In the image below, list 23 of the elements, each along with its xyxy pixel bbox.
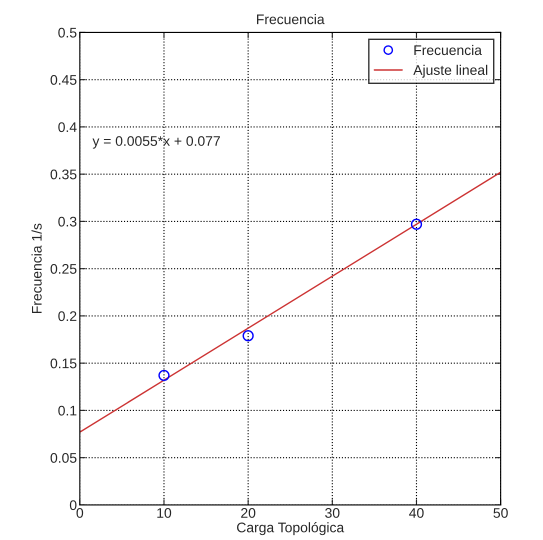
y-tick-label: 0.1 <box>58 406 76 416</box>
y-tick-label: 0.3 <box>58 216 76 227</box>
x-tick-label: 20 <box>241 508 256 518</box>
y-tick-label: 0.2 <box>58 311 76 322</box>
x-axis-title: Carga Topológica <box>237 522 344 536</box>
x-tick-label: 40 <box>409 508 424 518</box>
y-tick-label: 0.5 <box>58 28 76 38</box>
y-tick-label: 0 <box>70 500 76 510</box>
chart-title: Frecuencia <box>257 14 325 24</box>
y-tick-label: 0.05 <box>50 452 76 463</box>
y-tick-label: 0.25 <box>50 264 76 274</box>
y-tick-label: 0.15 <box>50 358 76 368</box>
legend-label: Frecuencia <box>414 44 482 56</box>
x-tick-label: 0 <box>76 508 84 518</box>
x-tick-label: 30 <box>325 508 340 518</box>
annotation: y = 0.0055*x + 0.077 <box>92 136 220 149</box>
x-tick-label: 50 <box>493 508 508 518</box>
y-tick-label: 0.4 <box>58 122 77 132</box>
x-tick-label: 10 <box>157 508 172 518</box>
y-tick-label: 0.45 <box>50 74 76 85</box>
legend-label: Ajuste lineal <box>413 64 488 78</box>
y-tick-label: 0.35 <box>50 169 76 180</box>
y-axis-title: Frecuencia 1/s <box>32 224 42 314</box>
